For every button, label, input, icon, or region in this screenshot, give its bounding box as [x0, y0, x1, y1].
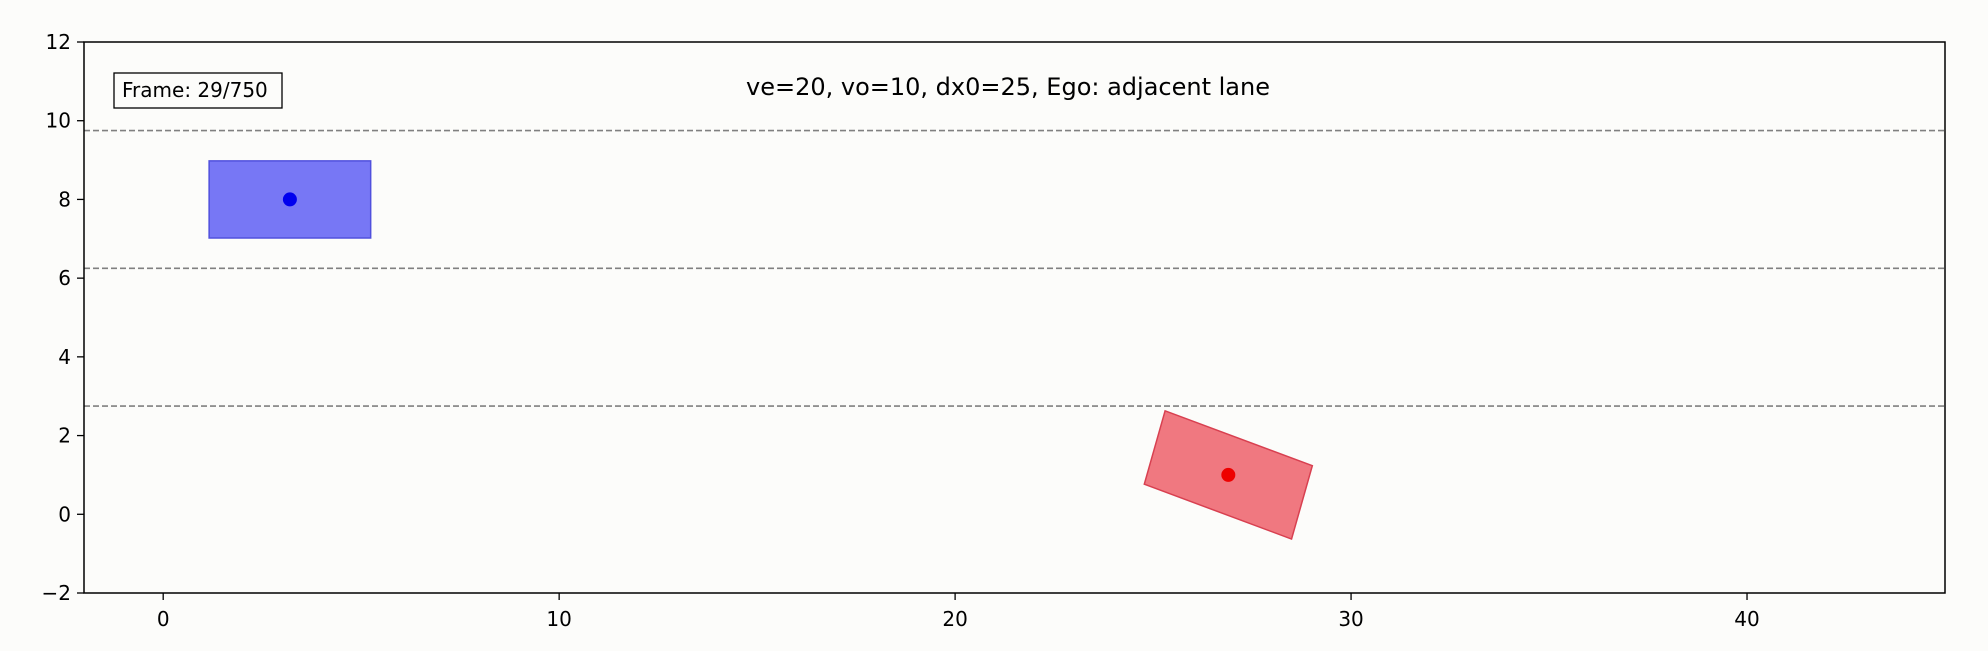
y-tick-label: −2	[42, 581, 71, 605]
vehicle-blue-center	[282, 192, 297, 207]
x-tick-label: 10	[546, 607, 571, 631]
frame-counter-box: Frame: 29/750	[113, 72, 283, 109]
y-tick-label: 4	[58, 345, 71, 369]
plot-frame	[83, 41, 1946, 594]
vehicles	[208, 160, 1314, 541]
y-tick-label: 0	[58, 502, 71, 526]
vehicle-red-center	[1221, 467, 1236, 482]
x-tick-label: 30	[1338, 607, 1363, 631]
x-tick-label: 40	[1734, 607, 1759, 631]
plot-area	[84, 42, 1945, 593]
x-axis-ticks: 0 10 20 30 40	[157, 593, 1760, 631]
lane-lines	[84, 129, 1945, 407]
y-tick-label: 2	[58, 424, 71, 448]
chart-title: ve=20, vo=10, dx0=25, Ego: adjacent lane	[746, 73, 1270, 101]
frame-counter-border	[113, 72, 283, 109]
x-tick-label: 20	[942, 607, 967, 631]
y-axis-ticks: −2 0 2 4 6 8 10 12	[42, 30, 84, 605]
x-tick-label: 0	[157, 607, 170, 631]
y-tick-label: 6	[58, 266, 71, 290]
y-tick-label: 8	[58, 187, 71, 211]
y-tick-label: 12	[46, 30, 71, 54]
frame-counter-label: Frame: 29/750	[122, 78, 268, 102]
y-tick-label: 10	[46, 109, 71, 133]
